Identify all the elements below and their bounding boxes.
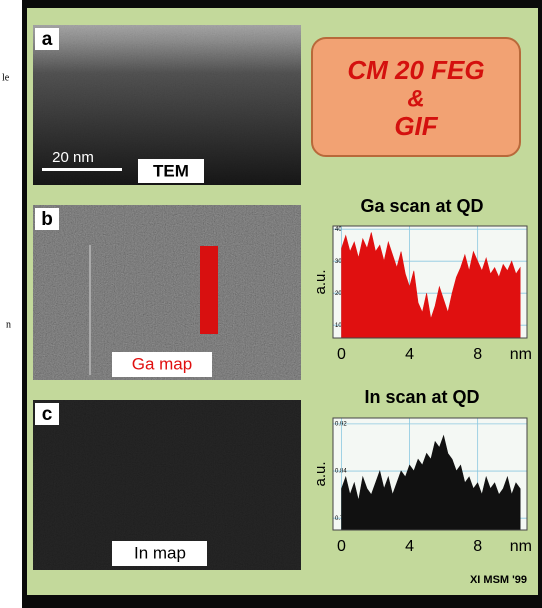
- x-axis-label: nm: [510, 538, 532, 555]
- margin-text: n: [6, 319, 11, 330]
- panel-label: c: [42, 404, 53, 425]
- x-tick-label: 0: [337, 346, 346, 363]
- chart-title: Ga scan at QD: [360, 196, 483, 216]
- panel-label: a: [42, 29, 53, 50]
- page-margin: [0, 0, 22, 608]
- x-axis-label: nm: [510, 346, 532, 363]
- figure: le n a 20 nm TEM CM 20 FEG & GIF b Ga ma…: [0, 0, 542, 608]
- margin-text: le: [2, 72, 10, 83]
- scale-bar-label: 20 nm: [52, 149, 94, 166]
- footer: XI MSM '99: [470, 574, 527, 586]
- x-tick-label: 4: [405, 538, 414, 555]
- tag: Ga map: [132, 354, 192, 373]
- instrument-text: &: [407, 85, 424, 112]
- chart-title: In scan at QD: [364, 387, 479, 407]
- tag: In map: [134, 543, 186, 562]
- x-tick-label: 0: [337, 538, 346, 555]
- instrument-text: GIF: [394, 111, 438, 141]
- y-axis-label: a.u.: [312, 461, 329, 486]
- x-tick-label: 4: [405, 346, 414, 363]
- scan-marker: [200, 246, 218, 334]
- y-axis-label: a.u.: [312, 269, 329, 294]
- instrument-text: CM 20 FEG: [347, 55, 484, 85]
- panel-label: b: [41, 209, 53, 230]
- tag: TEM: [153, 161, 189, 180]
- x-tick-label: 8: [473, 538, 482, 555]
- scale-bar: [42, 168, 122, 171]
- x-tick-label: 8: [473, 346, 482, 363]
